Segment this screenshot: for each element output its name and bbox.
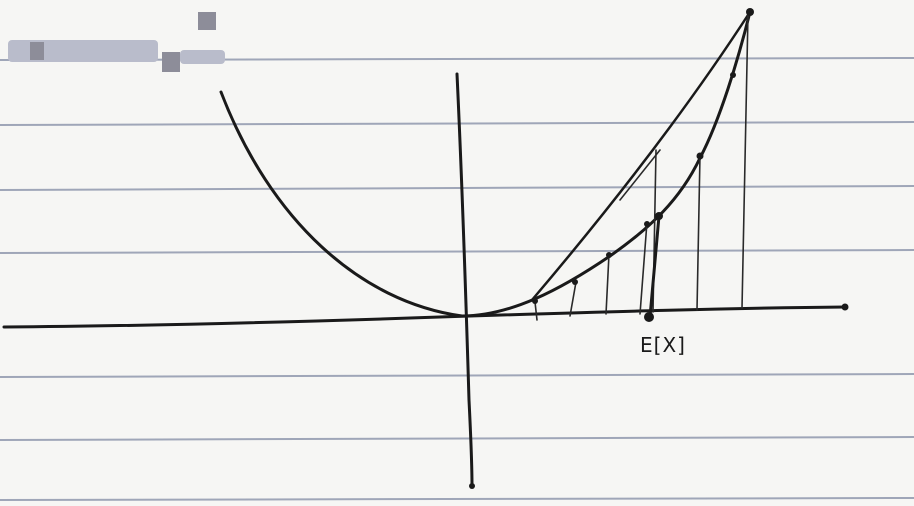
drop-line [569,281,577,317]
curve-point [644,221,650,227]
ruled-line [0,121,914,126]
curve-point [730,72,736,78]
drop-line [741,13,749,309]
expectation-point [644,312,654,322]
x-axis-end-dot [841,303,849,311]
curve-point [532,298,538,304]
secant-upper-mark [619,149,661,201]
curve-points [532,8,754,304]
convex-curve [219,10,752,318]
x-axis [2,305,847,329]
redacted-block [30,42,44,60]
curve-point [606,252,612,258]
redacted-block [8,40,158,62]
y-axis-end-dot [469,483,475,489]
redacted-block [180,50,225,64]
drop-line [534,301,538,321]
drop-line [605,253,610,315]
drop-line [696,154,701,311]
expectation-line [648,214,661,319]
secant-line [530,10,752,302]
ruled-line [0,436,914,441]
ruled-line [0,249,914,254]
curve-point [696,152,704,160]
drop-lines [534,13,749,321]
ruled-line [0,497,914,501]
redacted-scribble [8,12,225,72]
ruled-lines [0,57,914,501]
redacted-block [198,12,216,30]
drop-line [639,221,648,315]
ruled-line [0,185,914,191]
f-of-expectation-point [655,212,663,220]
expectation-label: E[X] [640,333,686,357]
redacted-block [162,52,180,72]
ruled-line [0,373,914,378]
secant-top-point [746,8,754,16]
y-axis [455,72,474,488]
curve-point [572,279,578,285]
